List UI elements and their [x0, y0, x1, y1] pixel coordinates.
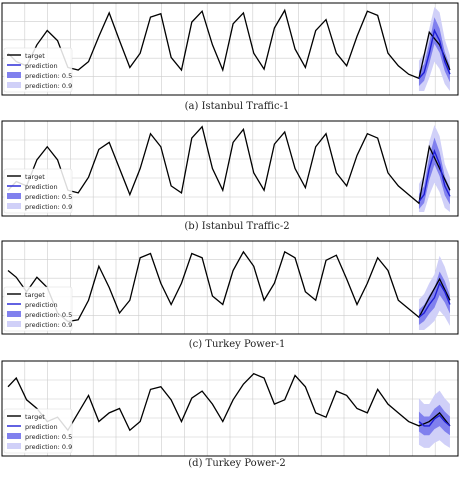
legend-swatch-p50 — [7, 433, 21, 439]
legend-label-target: target — [25, 413, 45, 421]
panel-a: target prediction prediction: 0.5 predictio… — [0, 0, 474, 118]
prediction-band-50 — [418, 17, 450, 86]
plot-frame — [1, 240, 459, 335]
plot-frame — [1, 2, 459, 96]
caption-d: (d) Turkey Power-2 — [188, 458, 286, 469]
legend-label-prediction: prediction — [25, 423, 58, 431]
prediction-line — [418, 414, 451, 427]
legend-swatch-p90 — [7, 203, 21, 209]
legend-box — [3, 408, 73, 454]
legend-box — [3, 286, 73, 332]
target-line — [7, 125, 451, 205]
legend-label-p50: prediction: 0.5 — [25, 433, 72, 441]
legend: target prediction prediction: 0.5 predictio… — [3, 408, 73, 454]
panel-c: target prediction prediction: 0.5 predictio… — [0, 238, 474, 358]
legend-label-p90: prediction: 0.9 — [25, 203, 72, 211]
legend: target prediction prediction: 0.5 predictio… — [3, 168, 73, 214]
target-line — [7, 250, 451, 323]
legend: target prediction prediction: 0.5 predictio… — [3, 286, 73, 332]
panel-b: target prediction prediction: 0.5 predictio… — [0, 118, 474, 238]
prediction-line — [418, 28, 451, 79]
legend-swatch-p50 — [7, 311, 21, 317]
target-line — [7, 8, 451, 80]
caption-a: (a) Istanbul Traffic-1 — [184, 101, 290, 112]
legend-label-target: target — [25, 173, 45, 181]
prediction-line — [418, 148, 451, 202]
legend-label-p50: prediction: 0.5 — [25, 193, 72, 201]
legend-label-p50: prediction: 0.5 — [25, 72, 72, 80]
caption-b: (b) Istanbul Traffic-2 — [184, 221, 290, 232]
legend-swatch-p90 — [7, 443, 21, 449]
legend-label-p90: prediction: 0.9 — [25, 82, 72, 90]
caption-c: (c) Turkey Power-1 — [188, 339, 286, 350]
legend: target prediction prediction: 0.5 predictio… — [3, 47, 73, 93]
legend-swatch-p90 — [7, 321, 21, 327]
legend-swatch-p90 — [7, 82, 21, 88]
legend-label-prediction: prediction — [25, 301, 58, 309]
legend-label-p50: prediction: 0.5 — [25, 311, 72, 319]
plot-frame — [1, 120, 459, 217]
legend-box — [3, 168, 73, 214]
legend-swatch-p50 — [7, 72, 21, 78]
legend-label-p90: prediction: 0.9 — [25, 321, 72, 329]
legend-label-prediction: prediction — [25, 183, 58, 191]
chart-a: target prediction prediction: 0.5 predictio… — [1, 2, 459, 96]
prediction-line — [418, 281, 451, 318]
plot-frame — [1, 360, 459, 457]
target-line — [7, 372, 451, 432]
chart-c: target prediction prediction: 0.5 predictio… — [1, 240, 459, 335]
chart-d: target prediction prediction: 0.5 predictio… — [1, 360, 459, 457]
legend-box — [3, 47, 73, 93]
legend-label-p90: prediction: 0.9 — [25, 443, 72, 451]
legend-swatch-p50 — [7, 193, 21, 199]
panel-d: target prediction prediction: 0.5 predictio… — [0, 358, 474, 482]
legend-label-prediction: prediction — [25, 62, 58, 70]
chart-b: target prediction prediction: 0.5 predictio… — [1, 120, 459, 217]
legend-label-target: target — [25, 291, 45, 299]
legend-label-target: target — [25, 52, 45, 60]
prediction-band-50 — [418, 137, 450, 210]
